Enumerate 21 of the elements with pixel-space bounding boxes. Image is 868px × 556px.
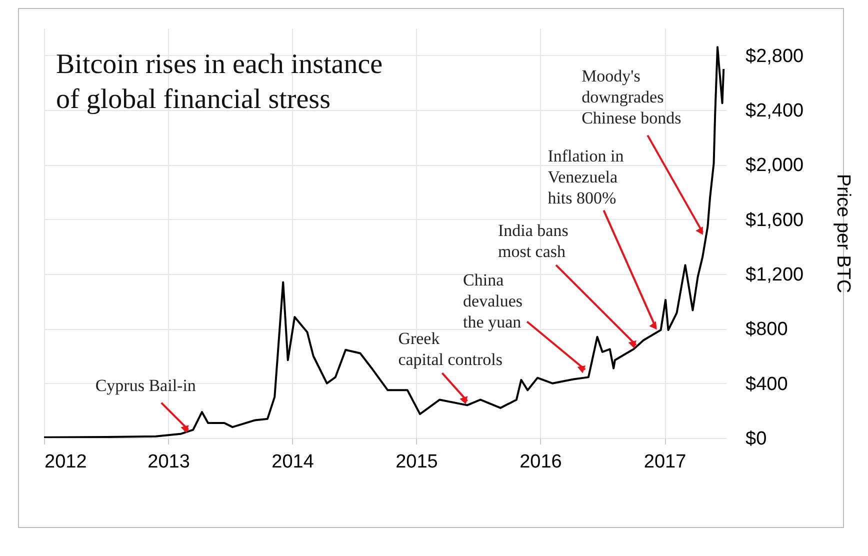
text: Bitcoin rises in each instance of global financial stress [56,49,383,115]
y-tick-label: $800 [746,319,788,340]
y-axis-title: Price per BTC [832,174,854,294]
x-tick-label: 2016 [520,452,562,472]
y-tick-label: $0 [746,428,767,450]
x-tick-label: 2014 [272,452,314,472]
annotation: Moody's downgrades Chinese bonds [582,66,682,128]
annotation: China devalues the yuan [463,270,523,332]
y-tick-label: $1,600 [746,210,804,231]
y-tick-label: $1,200 [746,264,804,286]
y-tick-label: $2,400 [746,100,804,122]
x-tick-label: 2013 [148,452,190,472]
annotation: Inflation in Venezuela hits 800% [548,146,624,208]
annotation: India bans most cash [498,221,568,262]
x-tick-label: 2015 [396,452,438,472]
x-tick-label: 2012 [44,452,87,472]
y-tick-label: $2,800 [746,46,804,67]
y-tick-label: $2,000 [746,155,804,176]
annotation: Cyprus Bail-in [95,376,196,395]
x-tick-label: 2017 [644,452,686,472]
y-tick-label: $400 [746,374,788,395]
